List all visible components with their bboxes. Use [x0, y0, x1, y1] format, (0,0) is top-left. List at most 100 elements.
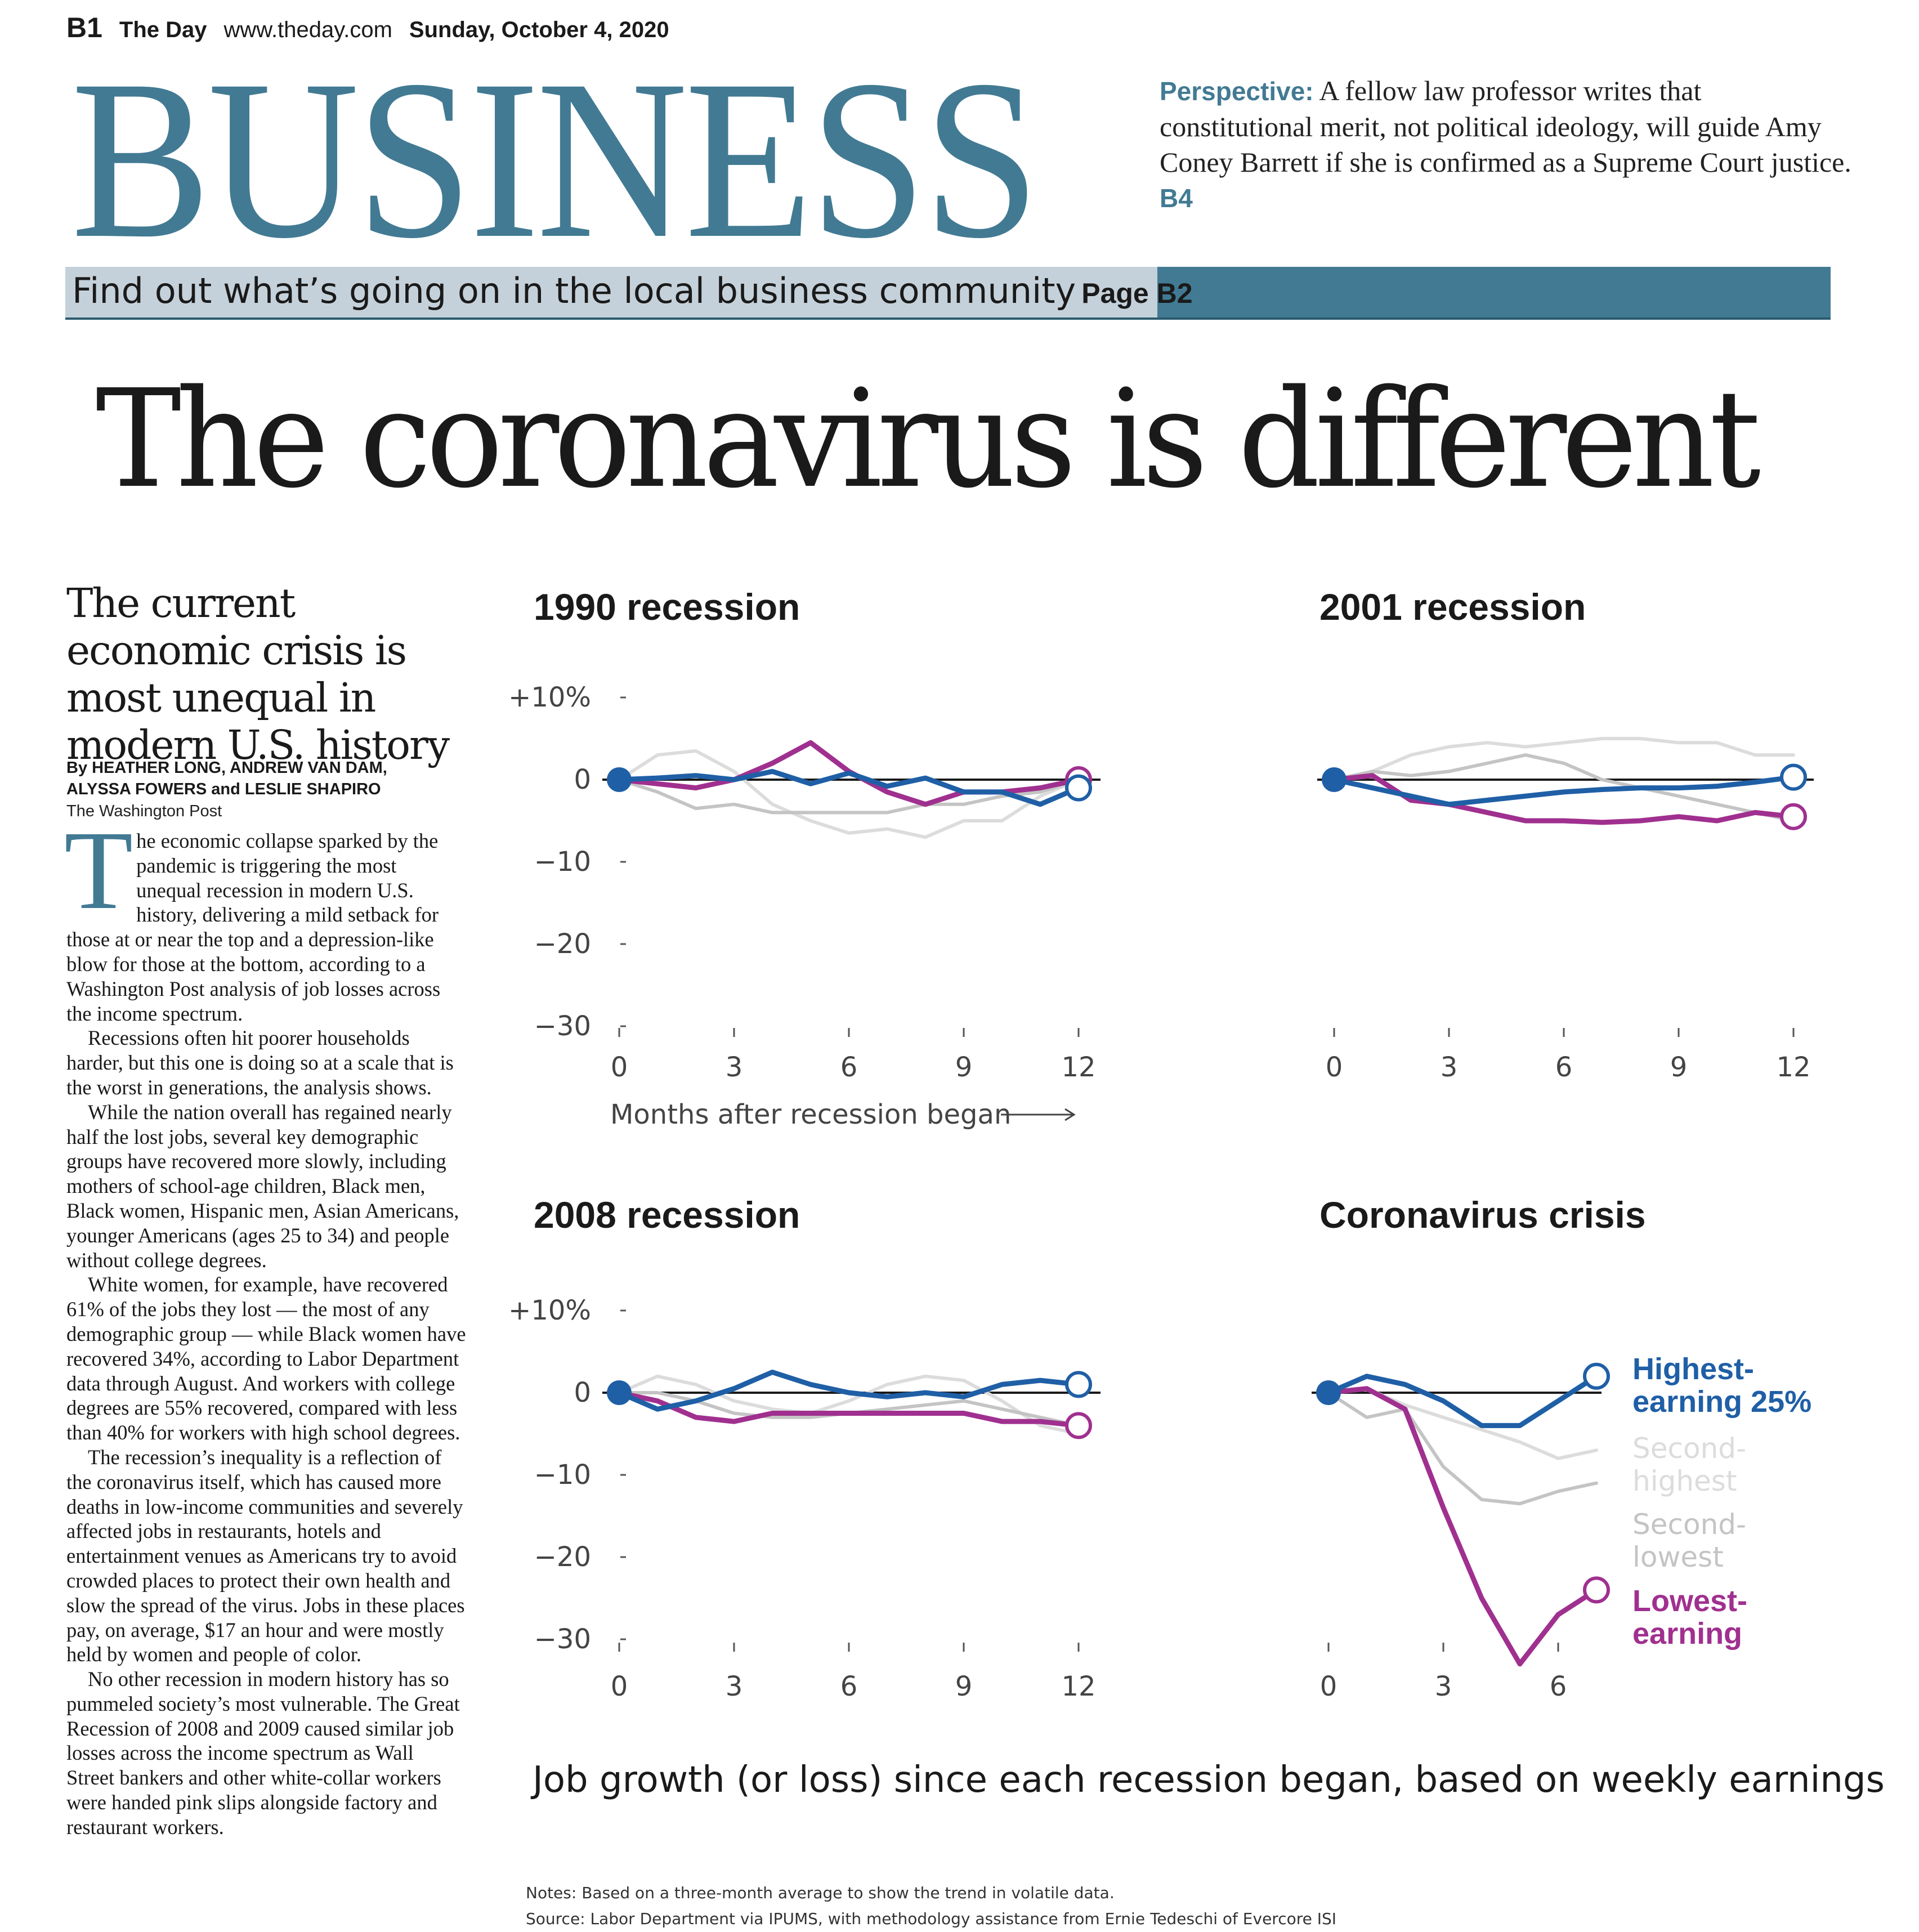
series-line-covid-0 [1326, 1374, 1599, 1428]
series-line-2008-0 [616, 1370, 1081, 1412]
issue-date: Sunday, October 4, 2020 [409, 17, 669, 42]
y-tick-label-1990: +10% [508, 682, 591, 713]
x-tick-label-2001: 9 [1670, 1052, 1688, 1083]
legend-line: highest [1632, 1465, 1737, 1497]
paragraph-2: Recessions often hit poorer households h… [66, 1026, 454, 1099]
x-tick-label-covid: 3 [1435, 1671, 1452, 1702]
start-point-covid [1316, 1380, 1341, 1405]
paragraph-3: While the nation overall has regained ne… [66, 1100, 459, 1272]
series-line-2008-1 [618, 1374, 1080, 1435]
series-line-covid-3 [1326, 1386, 1599, 1667]
x-tick-label-2001: 12 [1776, 1052, 1810, 1083]
perspective-text: A fellow law professor writes that const… [1160, 75, 1851, 178]
byline-credit: The Washington Post [66, 802, 222, 820]
x-tick-label-covid: 0 [1320, 1671, 1338, 1702]
x-tick-label-2001: 3 [1441, 1052, 1458, 1083]
x-tick-label-2008: 9 [955, 1671, 973, 1702]
paragraph-1-text: he economic collapse sparked by the pand… [66, 829, 441, 1025]
series-line-1990-0 [616, 768, 1081, 807]
paragraph-5: The recession’s inequality is a reflecti… [66, 1445, 465, 1666]
end-point-covid-3 [1583, 1576, 1610, 1604]
legend-line: earning [1632, 1617, 1742, 1651]
x-axis-label: Months after recession began [610, 1099, 1011, 1130]
promo-bar[interactable]: Find out what’s going on in the local bu… [65, 267, 1831, 320]
y-tick-label-2008: −20 [534, 1541, 591, 1573]
legend-line: lowest [1632, 1541, 1724, 1573]
series-line-2001-2 [1332, 753, 1795, 822]
source-line: Source: Labor Department via IPUMS, with… [526, 1909, 1337, 1928]
legend-line: Second- [1632, 1432, 1746, 1465]
series-line-covid-1 [1327, 1387, 1598, 1460]
x-axis-arrow-head [1064, 1108, 1076, 1121]
x-tick-label-2008: 0 [611, 1671, 628, 1702]
y-tick-label-2008: −10 [534, 1459, 591, 1491]
chart-caption: Job growth (or loss) since each recessio… [533, 1759, 1885, 1801]
y-tick-label-1990: 0 [574, 764, 591, 795]
y-tick-label-2008: 0 [574, 1377, 591, 1408]
y-tick-label-1990: −10 [534, 846, 591, 878]
chart-title-2008: 2008 recession [534, 1194, 800, 1236]
end-point-covid-0 [1583, 1362, 1610, 1390]
x-tick-label-2001: 6 [1555, 1052, 1573, 1083]
x-tick-label-1990: 12 [1061, 1052, 1095, 1083]
publication-name: The Day [119, 17, 207, 42]
start-point-1990 [607, 767, 632, 792]
promo-text: Find out what’s going on in the local bu… [72, 270, 1076, 311]
series-line-2001-1 [1332, 737, 1795, 781]
chart-title-coronavirus: Coronavirus crisis [1319, 1194, 1646, 1236]
article-subhead: The current economic crisis is most uneq… [66, 580, 450, 768]
promo-bar-accent [1157, 267, 1831, 317]
x-tick-label-1990: 0 [611, 1052, 628, 1083]
legend-line: Lowest- [1632, 1584, 1747, 1618]
x-tick-label-covid: 6 [1550, 1671, 1567, 1702]
y-tick-label-1990: −20 [534, 928, 591, 960]
byline-line-1: By HEATHER LONG, ANDREW VAN DAM, [66, 759, 387, 777]
folio: B1 The Day www.theday.com Sunday, Octobe… [66, 11, 669, 51]
legend-second-highest: Second-highest [1632, 1432, 1746, 1497]
end-point-2008-3 [1065, 1412, 1092, 1439]
series-line-covid-2 [1327, 1391, 1598, 1506]
x-tick-label-1990: 9 [955, 1052, 973, 1083]
start-point-2008 [607, 1380, 632, 1405]
publication-url[interactable]: www.theday.com [223, 17, 392, 42]
x-tick-label-1990: 3 [726, 1052, 743, 1083]
series-line-2001-3 [1331, 773, 1796, 825]
chart-notes: Notes: Based on a three-month average to… [526, 1880, 1336, 1932]
promo-page-ref: Page B2 [1081, 278, 1193, 309]
x-tick-label-2008: 3 [726, 1671, 743, 1702]
perspective-teaser[interactable]: Perspective: A fellow law professor writ… [1160, 73, 1858, 216]
byline-line-2: ALYSSA FOWERS and LESLIE SHAPIRO [66, 780, 381, 798]
y-tick-label-1990: −30 [534, 1010, 591, 1042]
chart-title-1990: 1990 recession [534, 586, 800, 628]
paragraph-4: White women, for example, have recovered… [66, 1273, 466, 1444]
perspective-label: Perspective: [1160, 77, 1314, 106]
series-line-2008-3 [616, 1390, 1081, 1428]
series-line-2001-0 [1331, 775, 1796, 807]
legend-highest: Highest-earning 25% [1632, 1352, 1811, 1419]
page-number: B1 [66, 12, 102, 43]
x-tick-label-2008: 6 [840, 1671, 858, 1702]
end-point-2008-0 [1065, 1371, 1092, 1398]
legend-lowest: Lowest-earning [1632, 1584, 1747, 1651]
end-point-2001-0 [1780, 763, 1807, 791]
x-tick-label-2008: 12 [1061, 1671, 1095, 1702]
chart-title-2001: 2001 recession [1319, 586, 1586, 628]
notes-line: Notes: Based on a three-month average to… [526, 1884, 1115, 1902]
drop-cap: T [64, 808, 133, 933]
series-line-1990-1 [618, 749, 1080, 839]
promo-text-wrap: Find out what’s going on in the local bu… [72, 270, 1193, 312]
y-tick-label-2008: +10% [508, 1295, 591, 1326]
headline: The coronavirus is different [96, 360, 1761, 518]
legend-line: earning 25% [1632, 1385, 1811, 1419]
legend-line: Highest- [1632, 1352, 1754, 1386]
legend-second-lowest: Second-lowest [1632, 1508, 1746, 1573]
end-point-1990-0 [1065, 774, 1092, 802]
start-point-2001 [1322, 767, 1347, 792]
x-tick-label-1990: 6 [840, 1052, 858, 1083]
perspective-page-ref: B4 [1160, 184, 1193, 213]
end-point-2001-3 [1780, 803, 1807, 830]
y-tick-label-2008: −30 [534, 1624, 591, 1655]
